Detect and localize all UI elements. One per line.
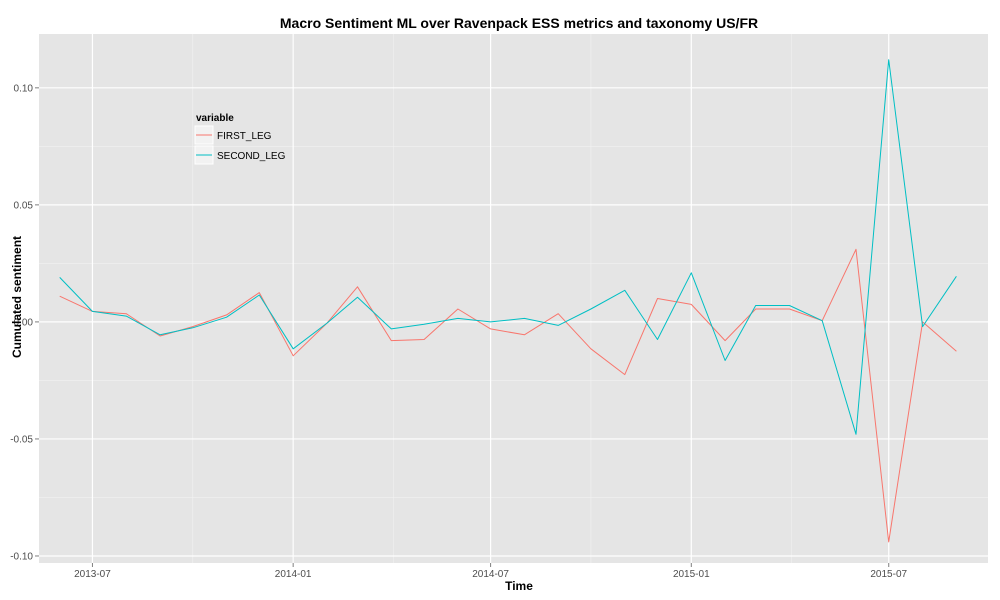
grid-major xyxy=(39,34,988,563)
y-axis: -0.10 -0.05 0.00 0.05 0.10 xyxy=(10,83,39,562)
x-tick-label: 2013-07 xyxy=(74,569,111,580)
grid-minor xyxy=(39,34,988,563)
plot-panel xyxy=(39,34,988,563)
legend-label: SECOND_LEG xyxy=(217,151,286,162)
chart-title: Macro Sentiment ML over Ravenpack ESS me… xyxy=(280,15,758,31)
y-tick-label: -0.05 xyxy=(10,434,33,445)
series-line-first-leg xyxy=(59,248,957,543)
legend-label: FIRST_LEG xyxy=(217,131,272,142)
x-tick-label: 2015-07 xyxy=(870,569,907,580)
y-tick-label: 0.00 xyxy=(14,317,34,328)
series-layer xyxy=(59,59,957,543)
y-tick-label: 0.10 xyxy=(14,83,34,94)
x-axis: 2013-07 2014-01 2014-07 2015-01 2015-07 xyxy=(74,563,908,580)
x-tick-label: 2014-01 xyxy=(275,569,312,580)
x-tick-label: 2014-07 xyxy=(472,569,509,580)
y-tick-label: 0.05 xyxy=(14,200,34,211)
y-tick-label: -0.10 xyxy=(10,551,33,562)
legend-title: variable xyxy=(196,113,234,124)
series-line-second-leg xyxy=(59,59,957,435)
x-axis-title: Time xyxy=(505,579,533,593)
y-axis-title: Cumulated sentiment xyxy=(10,236,24,358)
legend: variable FIRST_LEG SECOND_LEG xyxy=(194,113,286,165)
x-tick-label: 2015-01 xyxy=(673,569,710,580)
